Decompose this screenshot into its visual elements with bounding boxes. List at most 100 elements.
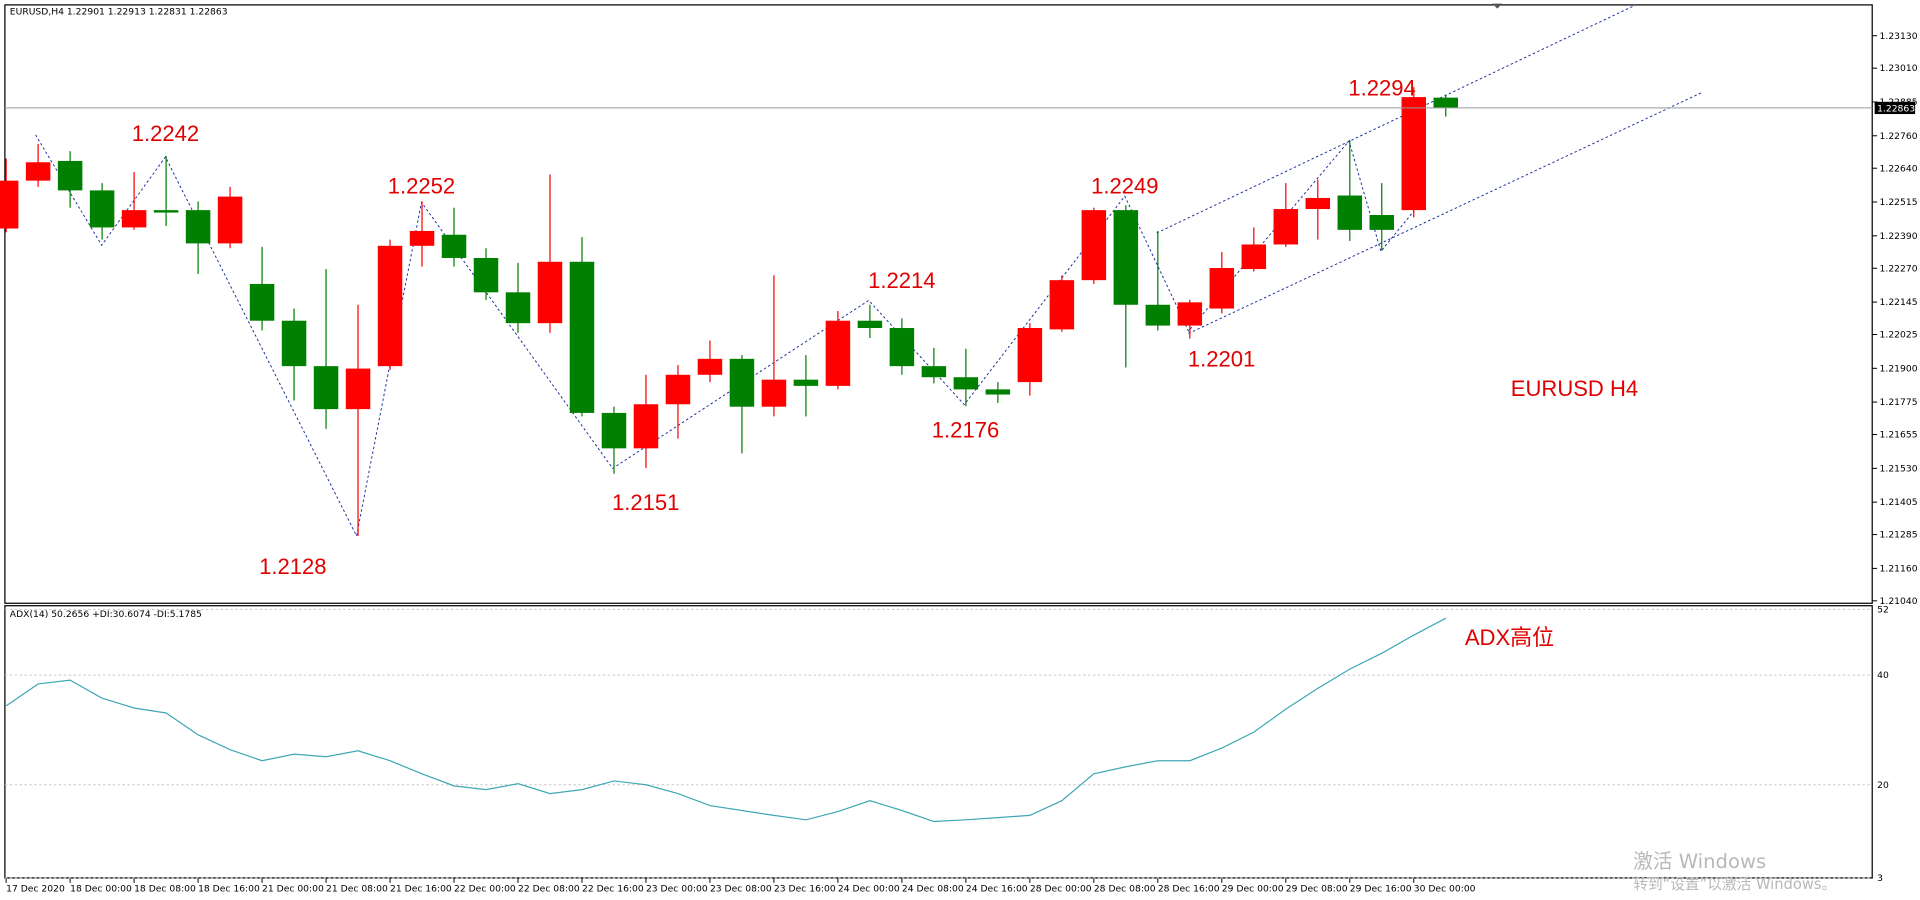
y-tick-label: 1.22760 (1880, 131, 1918, 142)
candle-body (473, 257, 499, 293)
y-tick-label: 1.21530 (1880, 463, 1918, 474)
x-tick-label: 21 Dec 00:00 (262, 883, 324, 894)
candle-body (1017, 328, 1043, 383)
annotation: 1.2249 (1091, 174, 1158, 199)
candle-body (505, 292, 531, 324)
candle-body (1305, 197, 1331, 210)
marker (1492, 3, 1503, 9)
annotation: 1.2242 (132, 121, 199, 146)
candle-body (281, 320, 307, 367)
x-tick-label: 23 Dec 16:00 (774, 883, 836, 894)
candle-body (57, 160, 83, 191)
candle-body (345, 368, 371, 410)
x-tick-label: 24 Dec 08:00 (902, 883, 964, 894)
x-tick-label: 28 Dec 00:00 (1030, 883, 1092, 894)
candle-body (1401, 97, 1427, 211)
candle-body (377, 245, 403, 367)
y-tick-label: 40 (1877, 670, 1889, 681)
candle-body (857, 320, 883, 329)
x-tick-label: 23 Dec 00:00 (646, 883, 708, 894)
y-tick-label: 52 (1877, 604, 1889, 615)
candle-body (89, 190, 115, 228)
current-price-box (1874, 101, 1916, 115)
y-tick-label: 1.21900 (1880, 363, 1918, 374)
candle-body (217, 196, 243, 244)
candle-body (665, 374, 691, 405)
candle-body (793, 379, 819, 386)
candle-body (185, 210, 211, 244)
annotation: 1.2252 (388, 174, 455, 199)
y-tick-label: 1.23130 (1880, 31, 1918, 42)
main-panel (4, 4, 1873, 604)
candle-body (441, 234, 467, 258)
candle-body (921, 366, 947, 378)
x-tick-label: 24 Dec 16:00 (966, 883, 1028, 894)
watermark-subtitle: 转到“设置”以激活 Windows。 (1633, 876, 1836, 893)
candle-body (1049, 280, 1075, 330)
x-tick-label: 29 Dec 08:00 (1286, 883, 1348, 894)
x-tick-label: 28 Dec 16:00 (1158, 883, 1220, 894)
annotation: ADX高位 (1465, 625, 1554, 650)
y-tick-label: 1.23010 (1880, 63, 1918, 74)
annotation: 1.2151 (612, 490, 679, 515)
candle-body (953, 377, 979, 390)
y-tick-label: 1.22640 (1880, 163, 1918, 174)
candle-body (729, 358, 755, 407)
x-tick-label: 18 Dec 08:00 (134, 883, 196, 894)
candle-body (825, 320, 851, 386)
candle-body (249, 283, 275, 321)
y-tick-label: 1.21775 (1880, 397, 1918, 408)
x-tick-label: 22 Dec 08:00 (518, 883, 580, 894)
candle-body (569, 261, 595, 413)
x-tick-label: 17 Dec 2020 (6, 883, 65, 894)
candle-body (1209, 267, 1235, 309)
annotation: 1.2176 (932, 418, 999, 443)
candle-body (1273, 209, 1299, 245)
y-tick-label: 1.22390 (1880, 231, 1918, 242)
candle-body (1113, 210, 1139, 305)
candle-body (601, 412, 627, 449)
watermark-title: 激活 Windows (1633, 850, 1766, 873)
y-tick-label: 1.21655 (1880, 430, 1918, 441)
x-tick-label: 24 Dec 00:00 (838, 883, 900, 894)
y-tick-label: 1.22145 (1880, 297, 1918, 308)
x-tick-label: 22 Dec 00:00 (454, 883, 516, 894)
x-tick-label: 30 Dec 00:00 (1414, 883, 1476, 894)
annotation: 1.2128 (259, 554, 326, 579)
candle-body (633, 404, 659, 449)
annotation: EURUSD H4 (1511, 376, 1638, 401)
adx-header: ADX(14) 50.2656 +DI:30.6074 -DI:5.1785 (10, 609, 202, 620)
candle-body (1369, 214, 1395, 230)
adx-line (5, 617, 1447, 823)
y-tick-label: 20 (1877, 780, 1889, 791)
y-tick-label: 3 (1877, 873, 1883, 884)
candle-body (889, 328, 915, 367)
candle-body (409, 230, 435, 246)
annotation: 1.2201 (1188, 347, 1255, 372)
annotation: 1.2294 (1348, 76, 1415, 101)
candle-body (985, 389, 1011, 395)
candle-body (1241, 244, 1267, 270)
candle-body (1081, 210, 1107, 281)
candle-body (0, 180, 19, 229)
candle-body (697, 358, 723, 375)
candle-body (761, 379, 787, 407)
x-tick-label: 29 Dec 16:00 (1350, 883, 1412, 894)
candle-body (121, 210, 147, 228)
candle-body (25, 162, 51, 181)
y-tick-label: 1.22025 (1880, 330, 1918, 341)
candle-body (153, 210, 179, 213)
x-tick-label: 18 Dec 16:00 (198, 883, 260, 894)
x-tick-label: 21 Dec 08:00 (326, 883, 388, 894)
y-tick-label: 1.21405 (1880, 497, 1918, 508)
x-tick-label: 23 Dec 08:00 (710, 883, 772, 894)
x-tick-label: 18 Dec 00:00 (70, 883, 132, 894)
y-tick-label: 1.21040 (1880, 596, 1918, 607)
candle-body (537, 261, 563, 324)
candle-body (313, 366, 339, 410)
y-tick-label: 1.22515 (1880, 197, 1918, 208)
x-tick-label: 21 Dec 16:00 (390, 883, 452, 894)
candle-body (1337, 195, 1363, 230)
